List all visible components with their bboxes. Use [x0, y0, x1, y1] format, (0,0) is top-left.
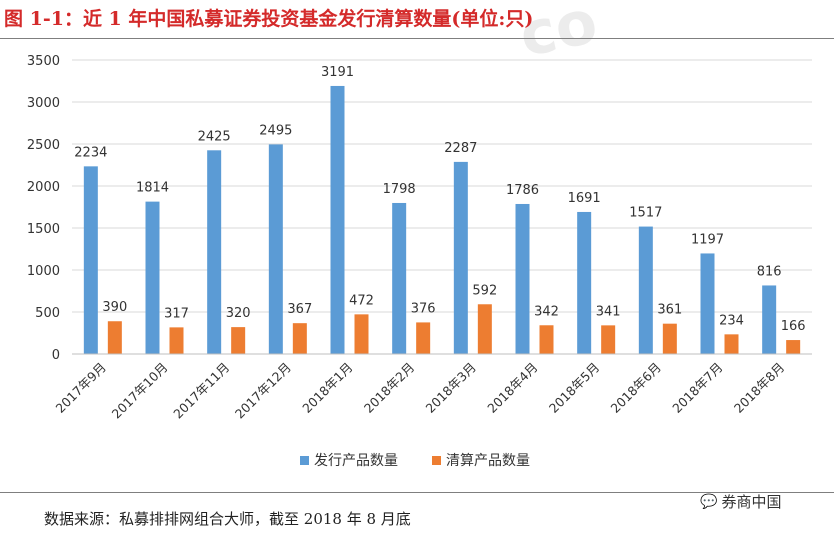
chart-title: 图 1-1：近 1 年中国私募证券投资基金发行清算数量(单位:只) [4, 8, 534, 30]
x-tick-label: 2018年5月 [546, 360, 602, 416]
data-label: 592 [472, 283, 497, 298]
wechat-icon: 💬 [700, 493, 718, 510]
legend-swatch [432, 456, 441, 465]
bar-issued [577, 211, 592, 354]
legend-label: 清算产品数量 [446, 453, 530, 469]
data-label: 1798 [383, 182, 416, 197]
data-label: 317 [164, 306, 189, 321]
x-tick-label: 2017年12月 [232, 360, 294, 422]
bar-issued [700, 253, 715, 354]
data-label: 2495 [259, 123, 292, 138]
data-label: 1197 [691, 232, 724, 247]
data-label: 367 [287, 302, 312, 317]
source-note: 数据来源：私募排排网组合大师，截至 2018 年 8 月底 [44, 510, 411, 528]
legend-label: 发行产品数量 [314, 453, 398, 469]
bar-liquidated [724, 334, 739, 354]
bar-issued [268, 144, 283, 354]
bar-liquidated [231, 327, 246, 354]
bar-liquidated [354, 314, 369, 354]
bar-liquidated [292, 323, 307, 354]
y-tick-label: 3000 [27, 96, 60, 111]
bar-liquidated [107, 321, 122, 354]
data-label: 390 [102, 300, 127, 315]
x-tick-label: 2018年8月 [731, 360, 787, 416]
data-label: 816 [757, 264, 782, 279]
x-tick-label: 2018年7月 [669, 360, 725, 416]
x-tick-label: 2018年1月 [299, 360, 355, 416]
data-label: 1786 [506, 183, 539, 198]
bar-liquidated [416, 322, 431, 354]
data-label: 1691 [568, 191, 601, 206]
x-tick-label: 2018年2月 [361, 360, 417, 416]
data-label: 1814 [136, 181, 169, 196]
bar-issued [145, 201, 160, 354]
bar-liquidated [539, 325, 554, 354]
bar-issued [83, 166, 98, 354]
bar-liquidated [786, 340, 801, 354]
y-tick-label: 500 [35, 306, 60, 321]
x-tick-label: 2018年6月 [608, 360, 664, 416]
data-label: 472 [349, 293, 374, 308]
bar-issued [207, 150, 222, 354]
data-label: 2287 [444, 141, 477, 156]
y-tick-label: 1000 [27, 264, 60, 279]
x-tick-label: 2018年4月 [484, 360, 540, 416]
x-tick-label: 2017年10月 [109, 360, 171, 422]
data-label: 320 [226, 306, 251, 321]
bar-liquidated [477, 304, 492, 354]
bar-liquidated [662, 323, 677, 354]
data-label: 234 [719, 313, 744, 328]
data-label: 376 [411, 301, 436, 316]
data-label: 3191 [321, 65, 354, 80]
y-tick-label: 2000 [27, 180, 60, 195]
data-label: 2234 [74, 145, 107, 160]
data-label: 166 [781, 319, 806, 334]
watermark-text: 券商中国 [721, 493, 782, 511]
bar-liquidated [601, 325, 616, 354]
bar-issued [515, 203, 530, 354]
data-label: 342 [534, 304, 559, 319]
y-tick-label: 1500 [27, 222, 60, 237]
x-tick-label: 2017年9月 [53, 360, 109, 416]
data-label: 361 [657, 303, 682, 318]
y-tick-label: 0 [52, 348, 60, 363]
data-label: 341 [596, 304, 621, 319]
y-tick-label: 3500 [27, 54, 60, 69]
bar-issued [762, 285, 777, 354]
bottom-divider [0, 492, 834, 493]
data-label: 2425 [198, 129, 231, 144]
x-tick-label: 2017年11月 [170, 360, 232, 422]
legend-swatch [300, 456, 309, 465]
x-tick-label: 2018年3月 [423, 360, 479, 416]
bar-issued [392, 202, 407, 354]
top-divider [0, 38, 834, 39]
bar-issued [330, 85, 345, 355]
data-label: 1517 [629, 206, 662, 221]
y-tick-label: 2500 [27, 138, 60, 153]
bar-issued [638, 226, 653, 354]
bar-liquidated [169, 327, 184, 354]
bar-chart: 0 500 1000 1500 2000 2500 3000 3500 2234 390 2017年… [27, 54, 812, 469]
watermark: 💬 券商中国 [700, 491, 781, 512]
bar-issued [453, 161, 468, 354]
